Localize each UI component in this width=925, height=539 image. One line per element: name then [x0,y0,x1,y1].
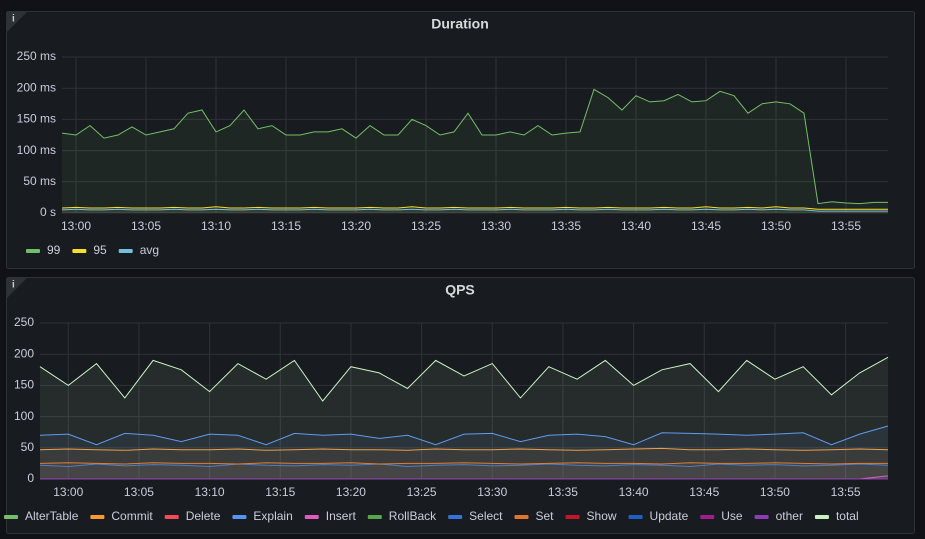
panel [6,11,915,269]
legend-label[interactable]: RollBack [389,509,437,523]
y-tick-label: 50 ms [23,174,56,188]
legend-swatch [628,515,643,519]
legend-label[interactable]: AlterTable [25,509,79,523]
series-line [61,208,888,212]
legend-label[interactable]: Set [536,509,555,523]
y-tick-label: 250 [14,315,34,329]
legend-label[interactable]: total [836,509,859,523]
series-line [39,463,889,468]
x-tick-label: 13:15 [271,219,301,233]
series-line [61,88,888,205]
area-fill [62,89,888,213]
legend-swatch [367,515,382,519]
x-tick-label: 13:35 [548,485,578,499]
series-line [39,462,888,465]
legend-label[interactable]: Explain [253,509,292,523]
x-tick-label: 13:20 [341,219,371,233]
x-tick-label: 13:05 [131,219,161,233]
x-tick-label: 13:40 [621,219,651,233]
chart-title: QPS [445,282,475,298]
x-tick-label: 13:00 [53,485,83,499]
area-fill [40,357,888,479]
legend-swatch [72,249,87,253]
legend-swatch [164,515,179,519]
legend-label[interactable]: Commit [111,509,153,523]
y-tick-label: 250 ms [17,49,56,63]
info-icon[interactable]: i [12,14,15,25]
x-tick-label: 13:30 [481,219,511,233]
y-tick-label: 0 [27,471,34,485]
chart-title: Duration [431,16,489,32]
legend-swatch [814,515,829,519]
x-tick-label: 13:50 [760,485,790,499]
y-tick-label: 100 [14,409,34,423]
legend-label[interactable]: Show [587,509,617,523]
area-fill [40,448,888,479]
x-tick-label: 13:15 [265,485,295,499]
x-tick-label: 13:10 [195,485,225,499]
legend-label[interactable]: Select [469,509,503,523]
series-line [39,447,889,451]
panel [6,277,915,534]
legend-swatch [4,515,18,519]
x-tick-label: 13:55 [831,219,861,233]
info-icon[interactable]: i [12,280,15,291]
legend-label[interactable]: Use [721,509,743,523]
series-line [61,206,888,210]
y-tick-label: 100 ms [17,143,56,157]
series-line [39,356,889,402]
legend-label[interactable]: Insert [326,509,357,523]
y-tick-label: 150 ms [17,112,56,126]
x-tick-label: 13:00 [61,219,91,233]
legend-swatch [26,249,40,253]
legend-label[interactable]: Update [650,509,689,523]
legend-swatch [754,515,769,519]
legend-swatch [232,515,247,519]
series-line [39,425,889,446]
legend-label[interactable]: avg [140,243,159,257]
legend-swatch [304,515,319,519]
area-fill [40,462,888,479]
y-tick-label: 200 ms [17,80,56,94]
info-corner[interactable] [7,278,27,298]
legend-swatch [700,515,715,519]
y-tick-label: 150 [14,378,34,392]
x-tick-label: 13:35 [551,219,581,233]
legend-swatch [90,515,105,519]
legend-label[interactable]: 95 [93,243,107,257]
x-tick-label: 13:50 [761,219,791,233]
legend-swatch [448,515,463,519]
area-fill [40,464,888,479]
x-tick-label: 13:30 [477,485,507,499]
y-tick-label: 0 s [40,205,56,219]
x-tick-label: 13:45 [689,485,719,499]
info-corner[interactable] [7,12,27,32]
x-tick-label: 13:20 [336,485,366,499]
y-tick-label: 50 [21,440,35,454]
x-tick-label: 13:45 [691,219,721,233]
legend-label[interactable]: Delete [186,509,221,523]
legend-label[interactable]: 99 [47,243,61,257]
x-tick-label: 13:10 [201,219,231,233]
x-tick-label: 13:40 [619,485,649,499]
legend-swatch [514,515,529,519]
legend-swatch [565,515,580,519]
legend-swatch [118,249,133,253]
y-tick-label: 200 [14,346,34,360]
x-tick-label: 13:55 [831,485,861,499]
x-tick-label: 13:25 [411,219,441,233]
x-tick-label: 13:05 [124,485,154,499]
legend-label[interactable]: other [776,509,803,523]
x-tick-label: 13:25 [407,485,437,499]
